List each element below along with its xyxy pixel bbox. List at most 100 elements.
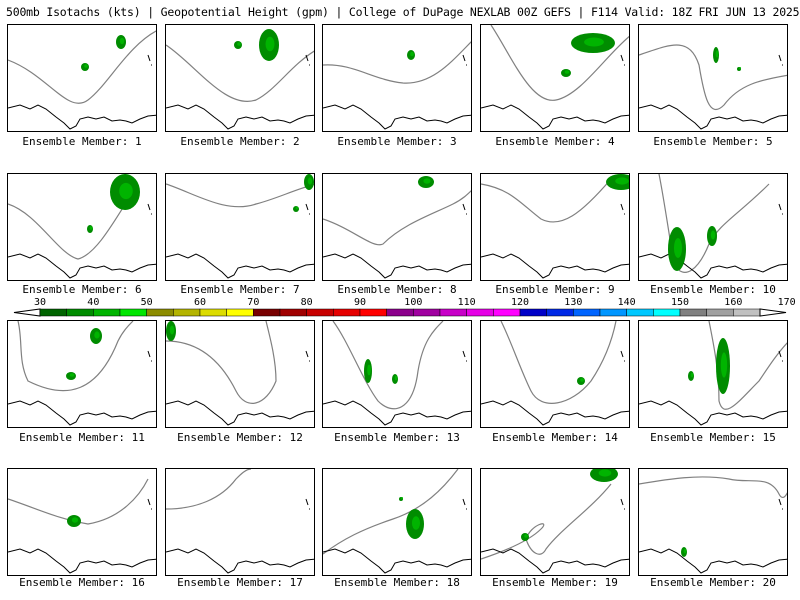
- isotach-core: [411, 516, 421, 530]
- isotach-core: [584, 37, 604, 47]
- ensemble-member-label: Ensemble Member: 12: [177, 431, 303, 444]
- ensemble-member-map: [165, 173, 315, 281]
- map-canvas: [481, 321, 629, 426]
- coastline-detail: [620, 498, 625, 510]
- colorbar-tick-label: 30: [33, 297, 47, 308]
- coastline: [8, 548, 156, 574]
- height-contour: [166, 469, 252, 510]
- map-canvas: [166, 469, 314, 574]
- colorbar-tick-label: 160: [724, 297, 743, 308]
- colorbar-swatch: [39, 308, 67, 317]
- ensemble-member-label: Ensemble Member: 2: [180, 135, 300, 148]
- ensemble-member-map: [480, 24, 630, 132]
- isotach-core: [598, 469, 612, 477]
- coastline-detail: [778, 498, 783, 510]
- height-contour: [500, 321, 617, 404]
- colorbar-swatch: [199, 308, 227, 317]
- ensemble-member-map: [638, 468, 788, 576]
- isotach-core: [715, 50, 719, 58]
- height-contour: [166, 44, 314, 102]
- height-contour: [323, 41, 471, 84]
- colorbar-tick-label: 80: [300, 297, 313, 308]
- coastline-detail: [147, 350, 152, 362]
- coastline: [8, 400, 156, 426]
- colorbar-swatch: [466, 308, 494, 317]
- ensemble-member-label: Ensemble Member: 4: [495, 135, 615, 148]
- isotach-core: [84, 64, 88, 68]
- ensemble-member-label: Ensemble Member: 3: [337, 135, 457, 148]
- isotach-core: [673, 238, 683, 258]
- colorbar-swatch: [599, 308, 627, 317]
- colorbar-swatch: [333, 308, 361, 317]
- colorbar-swatch: [679, 308, 707, 317]
- ensemble-member-map: [480, 320, 630, 428]
- colorbar: [13, 308, 787, 317]
- ensemble-member-label: Ensemble Member: 8: [337, 283, 457, 296]
- ensemble-member-label: Ensemble Member: 19: [492, 576, 618, 589]
- isotach-core: [423, 178, 431, 184]
- ensemble-member-label: Ensemble Member: 10: [650, 283, 776, 296]
- colorbar-swatch: [146, 308, 174, 317]
- coastline: [481, 400, 629, 426]
- colorbar-tick-label: 100: [404, 297, 423, 308]
- coastline: [323, 104, 471, 130]
- map-canvas: [323, 469, 471, 574]
- height-contour: [481, 178, 612, 223]
- colorbar-swatch: [653, 308, 681, 317]
- map-title: 500mb Isotachs (kts) | Geopotential Heig…: [6, 5, 800, 19]
- map-canvas: [639, 44, 787, 130]
- colorbar-tick-label: 60: [193, 297, 207, 308]
- colorbar-swatch: [93, 308, 121, 317]
- isotach-core: [295, 206, 299, 210]
- coastline: [166, 400, 314, 426]
- colorbar-swatch: [173, 308, 201, 317]
- colorbar-swatch: [413, 308, 441, 317]
- ensemble-member-label: Ensemble Member: 14: [492, 431, 618, 444]
- isotach-core: [564, 70, 570, 74]
- map-canvas: [166, 321, 314, 426]
- coastline: [166, 548, 314, 574]
- ensemble-member-map: [7, 320, 157, 428]
- height-contour: [481, 483, 612, 560]
- colorbar-tick-label: 130: [564, 297, 583, 308]
- isotach-core: [94, 331, 100, 339]
- coastline: [481, 253, 629, 279]
- colorbar-tick-label: 110: [457, 297, 476, 308]
- coastline-detail: [620, 350, 625, 362]
- height-contour: [166, 321, 277, 404]
- map-canvas: [323, 321, 471, 426]
- isotach-core: [580, 378, 584, 382]
- ensemble-member-map: [638, 24, 788, 132]
- colorbar-tick-label: 70: [247, 297, 260, 308]
- map-canvas: [323, 41, 471, 130]
- map-canvas: [481, 25, 629, 130]
- isotach-core: [524, 534, 528, 538]
- colorbar-swatch: [573, 308, 601, 317]
- ensemble-member-map: [322, 320, 472, 428]
- isotach-core: [367, 364, 371, 376]
- isotach-core: [410, 51, 414, 57]
- height-contour: [639, 44, 787, 111]
- isotach-core: [169, 325, 175, 335]
- ensemble-member-map: [480, 173, 630, 281]
- height-contour: [8, 183, 139, 260]
- coastline: [323, 400, 471, 426]
- height-contour: [639, 476, 787, 499]
- map-canvas: [481, 469, 629, 574]
- colorbar-swatch: [226, 308, 254, 317]
- isotach-core: [683, 548, 687, 554]
- coastline-detail: [305, 203, 310, 215]
- map-canvas: [8, 174, 156, 279]
- coastline-detail: [462, 203, 467, 215]
- colorbar-swatch: [546, 308, 574, 317]
- ensemble-member-label: Ensemble Member: 5: [653, 135, 773, 148]
- colorbar-swatch: [279, 308, 307, 317]
- ensemble-member-map: [322, 173, 472, 281]
- coastline: [8, 253, 156, 279]
- colorbar-tick-label: 150: [670, 297, 690, 308]
- colorbar-swatch: [306, 308, 334, 317]
- coastline: [639, 104, 787, 130]
- isotach-core: [615, 177, 629, 185]
- coastline: [166, 104, 314, 130]
- coastline-detail: [778, 350, 783, 362]
